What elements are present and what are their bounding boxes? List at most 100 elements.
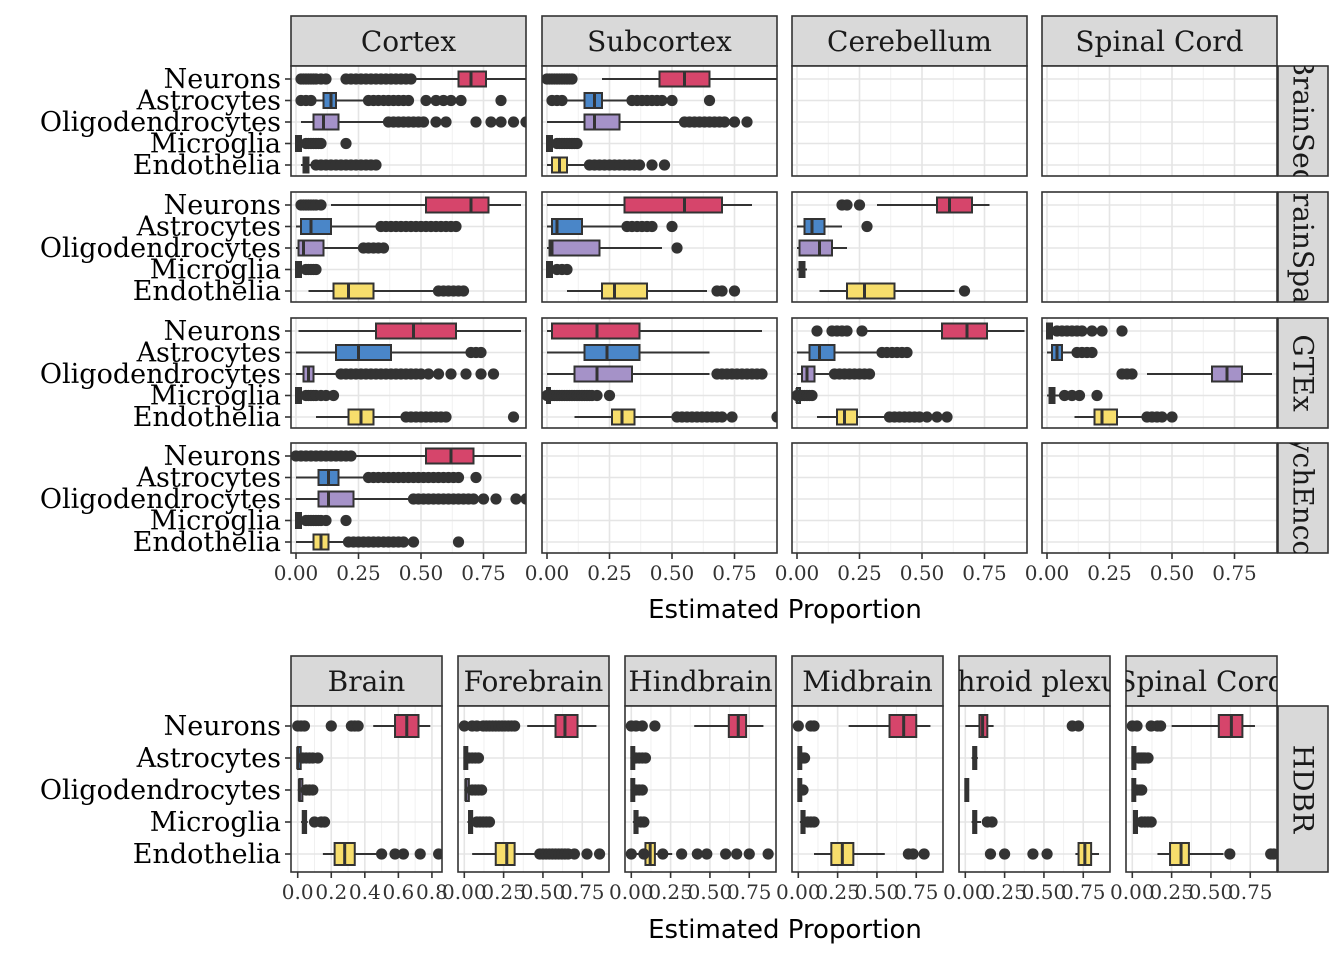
- box-iqr: [335, 344, 392, 361]
- box-iqr: [1093, 408, 1118, 426]
- outlier-point: [762, 848, 774, 860]
- box-iqr: [583, 344, 641, 361]
- panel-top-brainseq-spinal-cord: [1041, 65, 1278, 177]
- x-tick-label: 0.00: [442, 880, 487, 904]
- category-label-astrocytes: Astrocytes: [136, 463, 281, 494]
- panel-background: [1042, 192, 1277, 302]
- box-endothelia: [814, 842, 930, 866]
- outlier-point: [593, 848, 606, 860]
- box-microglia: [546, 135, 583, 152]
- outlier-point: [397, 848, 410, 860]
- outlier-point: [487, 368, 500, 380]
- panel-background: [792, 443, 1027, 553]
- panel-border: [791, 317, 1028, 429]
- box-iqr: [803, 218, 826, 235]
- panel-top-brainseq-cortex: [290, 65, 527, 177]
- box-iqr: [312, 113, 340, 131]
- box-oligodendrocytes: [797, 778, 809, 802]
- box-endothelia: [984, 842, 1099, 866]
- panel-top-gtex-spinal-cord: [1041, 317, 1278, 429]
- x-tick-label: 0.00: [609, 880, 654, 904]
- box-microglia: [542, 387, 616, 404]
- top-col-cerebellum-strip-label: Cerebellum: [827, 25, 992, 58]
- bottom-col-midbrain-strip: [791, 655, 944, 707]
- outlier-point: [1224, 848, 1236, 860]
- panel-border: [541, 191, 778, 303]
- box-microglia: [971, 810, 998, 834]
- outlier-point: [1268, 848, 1277, 860]
- category-label-astrocytes: Astrocytes: [136, 212, 281, 243]
- box-oligodendrocytes: [296, 365, 500, 383]
- bottom-col-spinal-cord-strip-label: Spinal Cord: [1117, 665, 1285, 698]
- outlier-point: [792, 720, 804, 732]
- x-tick-label: 0.75: [560, 880, 605, 904]
- outlier-point: [984, 848, 997, 860]
- top-col-spinal-cord-strip: [1041, 15, 1278, 67]
- box-oligodendrocytes: [797, 239, 847, 257]
- category-label-endothelia: Endothelia: [133, 527, 281, 558]
- bottom-col-spinal-cord-strip: [1125, 655, 1278, 707]
- outlier-point: [507, 411, 520, 423]
- box-astrocytes: [463, 746, 485, 770]
- panel-top-brainspan-cortex: [290, 191, 527, 303]
- outlier-point: [1145, 816, 1157, 828]
- category-label-oligodendrocytes: Oligodendrocytes: [40, 233, 281, 264]
- panel-data-top-brainspan-cerebellum: [797, 196, 990, 300]
- panel-border: [290, 191, 527, 303]
- outlier-point: [315, 137, 327, 150]
- outlier-point: [1072, 720, 1085, 732]
- outlier-point: [861, 220, 873, 233]
- box-microglia: [295, 135, 352, 152]
- x-tick-label: 0.50: [900, 561, 945, 585]
- outlier-point: [718, 116, 731, 128]
- box-astrocytes: [296, 469, 482, 486]
- panel-data-bottom-hindbrain: [625, 714, 774, 866]
- category-label-astrocytes: Astrocytes: [136, 86, 281, 117]
- outlier-point: [691, 848, 703, 860]
- panel-border: [1041, 317, 1278, 429]
- x-tick-label: 0.25: [481, 880, 526, 904]
- panel-data-top-gtex-cortex: [295, 322, 521, 426]
- box-microglia: [467, 810, 496, 834]
- box-astrocytes: [971, 746, 978, 770]
- box-endothelia: [296, 533, 465, 551]
- category-label-microglia: Microglia: [150, 381, 281, 412]
- box-neurons: [298, 322, 521, 340]
- outlier-point: [305, 94, 317, 107]
- panel-top-brainspan-subcortex: [541, 191, 778, 303]
- outlier-point: [625, 848, 637, 860]
- category-label-oligodendrocytes: Oligodendrocytes: [40, 107, 281, 138]
- x-tick-label: 0.50: [650, 561, 695, 585]
- panel-border: [290, 442, 527, 554]
- outlier-point: [1166, 411, 1178, 423]
- panel-border: [791, 191, 1028, 303]
- x-tick-label: 0.00: [776, 880, 821, 904]
- outlier-point: [636, 720, 648, 732]
- outlier-point: [370, 159, 382, 171]
- box-neurons: [1046, 322, 1128, 340]
- outlier-point: [477, 493, 490, 505]
- bottom-row-hdbr-strip: [1277, 705, 1329, 873]
- outlier-point: [808, 720, 820, 732]
- panel-border: [791, 65, 1028, 177]
- outlier-point: [440, 411, 452, 423]
- panel-border: [1041, 442, 1278, 554]
- bottom-category-labels: NeuronsAstrocytesOligodendrocytesMicrogl…: [40, 711, 291, 870]
- outlier-point: [798, 752, 811, 764]
- box-oligodendrocytes: [1116, 365, 1272, 383]
- panel-data-top-psychencode-cortex: [291, 447, 526, 551]
- top-row-brainspan-strip: [1277, 191, 1329, 303]
- bottom-col-brain-strip: [290, 655, 443, 707]
- x-tick-label: 0.50: [688, 880, 733, 904]
- panel-background: [792, 66, 1027, 176]
- panel-background: [792, 706, 943, 872]
- category-label-neurons: Neurons: [164, 190, 281, 221]
- panel-border: [1125, 705, 1278, 873]
- outlier-point: [566, 73, 578, 85]
- box-astrocytes: [296, 746, 324, 770]
- outlier-point: [472, 752, 485, 764]
- outlier-point: [1136, 784, 1148, 796]
- outlier-point: [458, 720, 470, 732]
- panel-border: [1041, 65, 1278, 177]
